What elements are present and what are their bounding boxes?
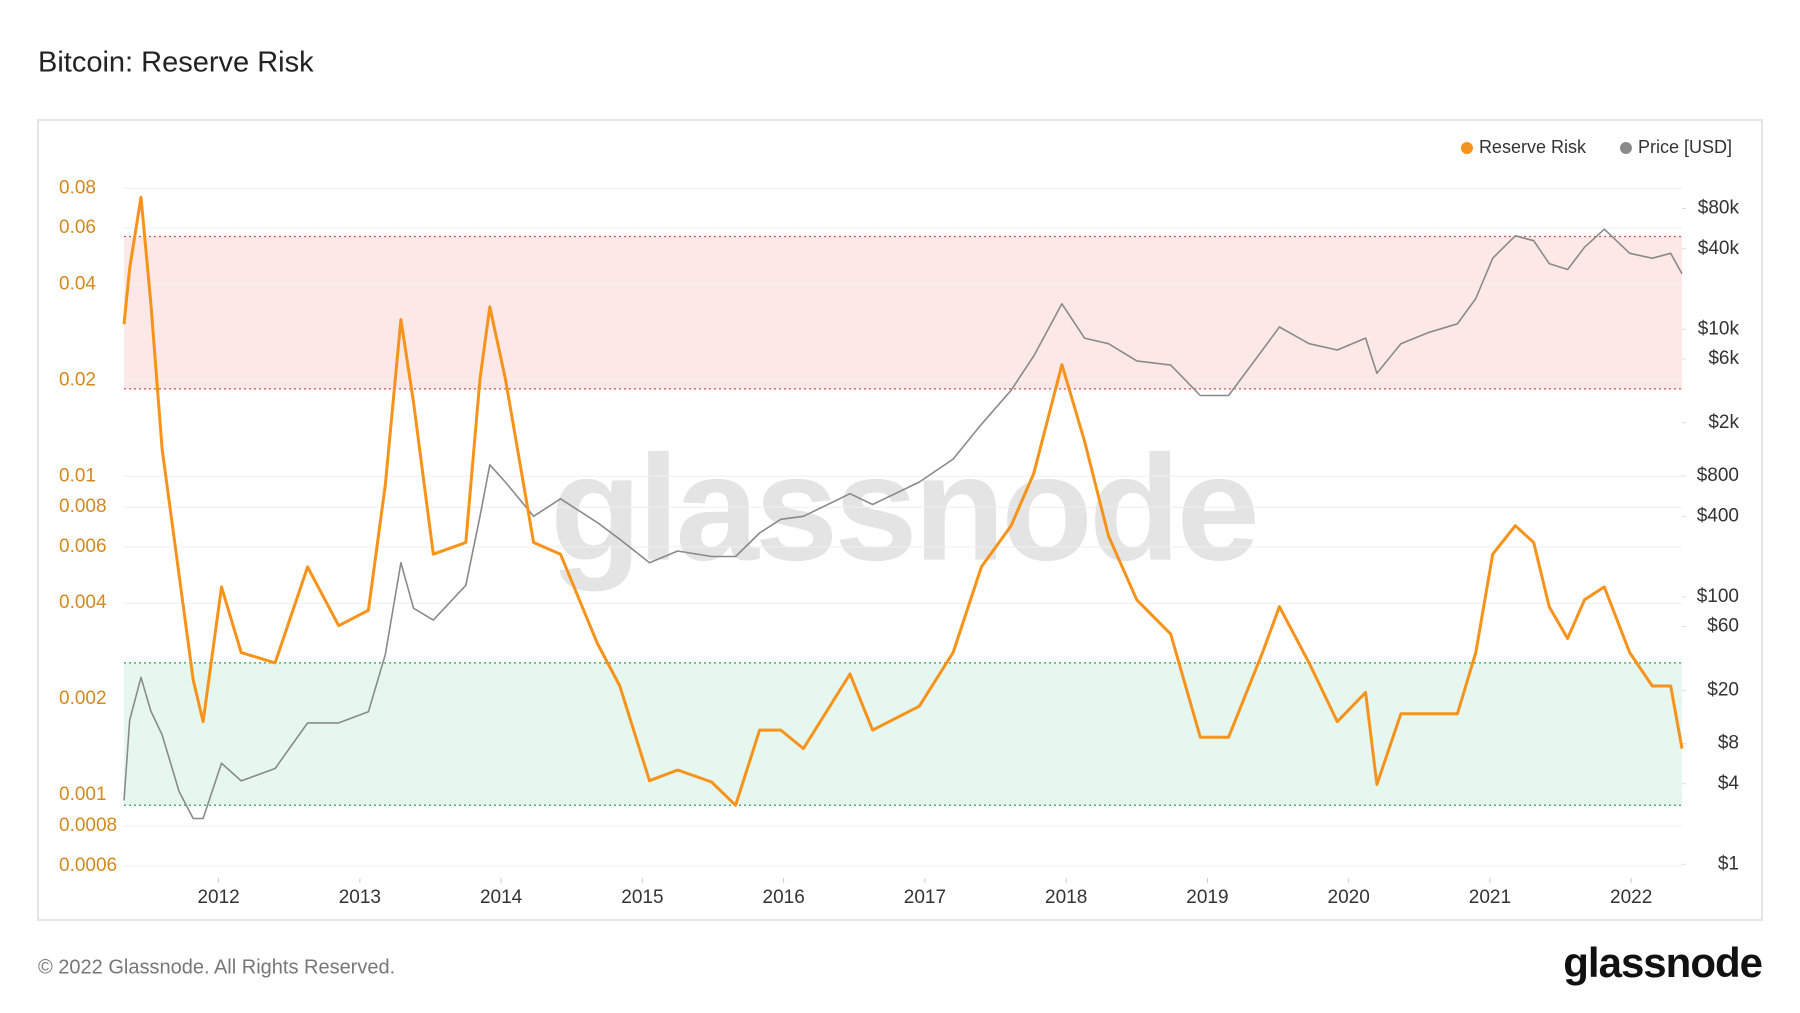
x-tick-label: 2020: [1328, 887, 1370, 908]
y2-tick-label: $4: [1718, 773, 1740, 794]
x-tick-label: 2017: [904, 887, 946, 908]
x-tick-label: 2015: [621, 887, 663, 908]
y2-tick-label: $20: [1707, 679, 1739, 700]
legend-label: Reserve Risk: [1479, 137, 1587, 157]
y-tick-label: 0.001: [59, 784, 107, 805]
y2-tick-label: $8: [1718, 733, 1739, 754]
footer: © 2022 Glassnode. All Rights Reserved.: [38, 956, 395, 978]
y-tick-label: 0.04: [59, 273, 96, 294]
y2-tick-label: $40k: [1698, 238, 1740, 259]
y-tick-label: 0.002: [59, 688, 107, 709]
x-tick-label: 2016: [763, 887, 805, 908]
y-tick-label: 0.008: [59, 496, 107, 517]
y-tick-label: 0.02: [59, 369, 96, 390]
x-tick-label: 2018: [1045, 887, 1087, 908]
series-line: [122, 195, 1684, 807]
page-title: Bitcoin: Reserve Risk: [38, 47, 314, 79]
x-tick-label: 2022: [1610, 887, 1652, 908]
band: [124, 662, 1682, 806]
y-tick-label: 0.0006: [59, 855, 117, 876]
y-tick-label: 0.0008: [59, 815, 117, 836]
chart-frame: [37, 119, 1763, 921]
y2-tick-label: $60: [1707, 615, 1739, 636]
y-tick-label: 0.06: [59, 217, 96, 238]
y2-tick-label: $400: [1697, 505, 1739, 526]
y-tick-label: 0.01: [59, 465, 96, 486]
y2-tick-label: $100: [1697, 586, 1739, 607]
y2-tick-label: $80k: [1698, 198, 1740, 219]
y2-tick-label: $6k: [1708, 348, 1739, 369]
x-tick-label: 2014: [480, 887, 523, 908]
legend-swatch: [1619, 142, 1632, 154]
y-tick-label: 0.004: [59, 592, 107, 613]
band: [124, 236, 1682, 389]
x-tick-label: 2012: [197, 887, 239, 908]
logo: glassnode: [1563, 939, 1762, 986]
series-line: [123, 228, 1683, 820]
legend-swatch: [1460, 142, 1473, 154]
legend-label: Price [USD]: [1638, 137, 1732, 157]
x-tick-label: 2019: [1186, 887, 1228, 908]
x-tick-label: 2013: [339, 887, 381, 908]
y2-tick-label: $800: [1697, 465, 1739, 486]
y-tick-label: 0.006: [59, 536, 107, 557]
y-tick-label: 0.08: [59, 177, 96, 198]
x-tick-label: 2021: [1469, 887, 1511, 908]
y2-tick-label: $1: [1718, 853, 1739, 874]
y2-tick-label: $10k: [1698, 318, 1740, 339]
y2-tick-label: $2k: [1708, 412, 1739, 433]
